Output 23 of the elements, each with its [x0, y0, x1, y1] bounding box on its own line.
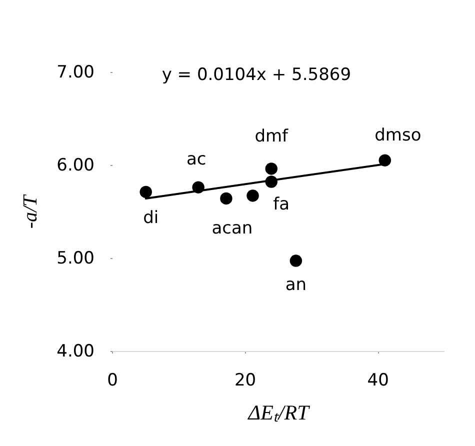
y-tick-label: 6.00	[56, 156, 94, 176]
annotation: dmso	[374, 125, 422, 146]
annotation: an	[285, 274, 307, 295]
y-axis-title: -a/T	[20, 193, 42, 229]
x-tick-label: 0	[107, 370, 118, 390]
point	[220, 192, 232, 205]
annotation: di	[143, 208, 159, 228]
annotation: fa	[273, 194, 290, 215]
y-tick-label: 5.00	[56, 248, 94, 268]
annotation: y = 0.0104x + 5.5869	[162, 65, 352, 85]
y-tick-label: 4.00	[56, 342, 94, 362]
point	[378, 154, 392, 166]
point	[246, 190, 259, 202]
annotation: acan	[212, 218, 253, 238]
point	[140, 186, 152, 198]
y-tick-label: 7.00	[56, 62, 94, 82]
x-tick-label: 40	[367, 370, 389, 390]
annotation: ac	[186, 149, 206, 170]
point	[290, 254, 302, 267]
point	[265, 162, 278, 175]
annotation: dmf	[254, 126, 290, 147]
x-axis-title: ΔEₜ/RT	[247, 400, 310, 424]
x-tick-label: 20	[234, 370, 256, 390]
